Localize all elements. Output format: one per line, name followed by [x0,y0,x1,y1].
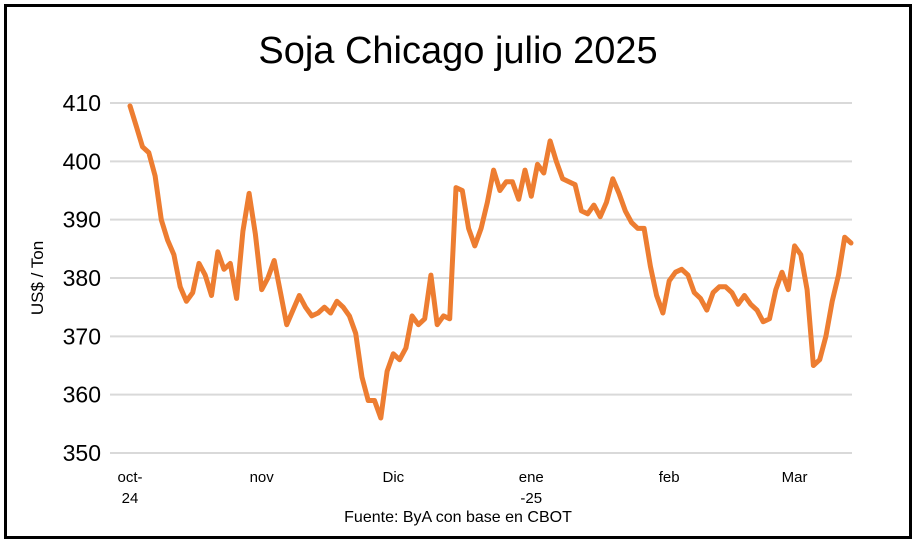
x-tick-label-5: Mar [782,469,808,486]
x-tick-label-2: Dic [382,469,404,486]
y-tick-label-0: 350 [63,440,101,466]
y-tick-label-5: 400 [63,148,101,174]
chart-source: Fuente: ByA con base en CBOT [344,509,572,526]
series-line [127,103,854,421]
y-tick-label-3: 380 [63,265,101,291]
chart-frame [4,4,912,539]
y-tick-label-6: 410 [63,90,101,116]
x-tick-label-1: nov [250,469,275,486]
x-tick-label-0: oct-24 [117,469,142,507]
chart-title: Soja Chicago julio 2025 [258,30,658,72]
y-tick-label-1: 360 [63,382,101,408]
x-tick-label-4: feb [659,469,680,486]
x-tick-label-3: ene -25 [519,469,544,507]
y-tick-label-4: 390 [63,207,101,233]
y-tick-label-2: 370 [63,323,101,349]
